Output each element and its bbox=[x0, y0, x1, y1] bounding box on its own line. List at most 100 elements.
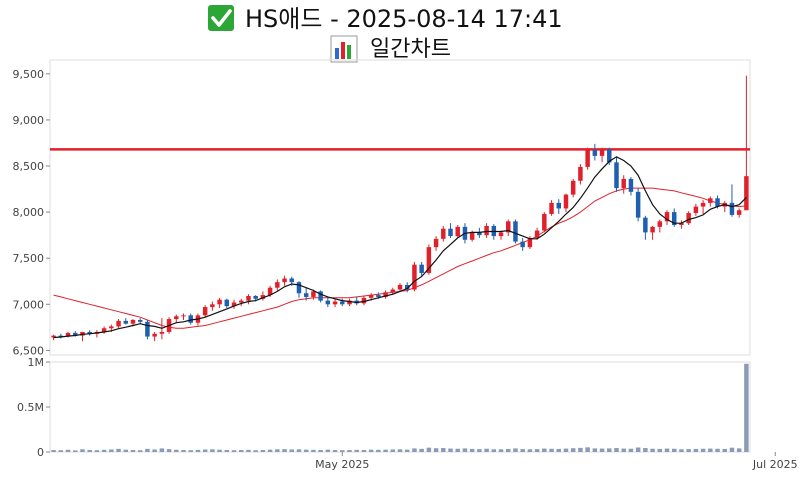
candle-body bbox=[318, 291, 323, 301]
volume-bar bbox=[686, 449, 691, 452]
volume-bar bbox=[498, 449, 504, 452]
volume-bar bbox=[347, 450, 352, 452]
candle-body bbox=[599, 149, 605, 156]
candle-body bbox=[542, 213, 547, 231]
volume-bar bbox=[621, 448, 626, 452]
price-tick-label: 7,500 bbox=[13, 252, 45, 265]
volume-bar bbox=[513, 448, 518, 452]
volume-bar bbox=[174, 449, 179, 452]
volume-bar bbox=[729, 447, 735, 452]
candle-body bbox=[513, 221, 518, 242]
price-tick-label: 6,500 bbox=[13, 344, 45, 357]
candle-body bbox=[397, 284, 403, 290]
volume-bar bbox=[469, 448, 475, 452]
volume-bar bbox=[628, 448, 634, 452]
candle-body bbox=[65, 332, 71, 337]
candle-body bbox=[700, 202, 706, 207]
volume-bar bbox=[354, 449, 359, 452]
candle-body bbox=[448, 228, 453, 237]
volume-tick-label: 1M bbox=[28, 356, 45, 369]
price-tick-label: 7,000 bbox=[13, 298, 45, 311]
volume-bar bbox=[65, 449, 71, 452]
candle-body bbox=[657, 221, 663, 227]
volume-bar bbox=[383, 449, 388, 452]
ma-short-line bbox=[53, 156, 747, 339]
volume-bar bbox=[246, 449, 251, 452]
volume-bar bbox=[267, 449, 273, 452]
candle-body bbox=[152, 333, 157, 337]
volume-bar bbox=[181, 450, 186, 452]
candle-body bbox=[419, 264, 424, 273]
volume-bar bbox=[231, 450, 237, 452]
volume-bar bbox=[491, 449, 497, 452]
volume-bar bbox=[275, 449, 280, 452]
candle-body bbox=[282, 278, 287, 283]
volume-bar bbox=[58, 450, 64, 452]
volume-bar bbox=[73, 450, 78, 452]
candles bbox=[51, 75, 749, 342]
candle-body bbox=[246, 296, 251, 301]
candle-body bbox=[585, 150, 590, 167]
candle-body bbox=[340, 301, 345, 305]
candle-body bbox=[708, 198, 713, 203]
volume-bars bbox=[51, 363, 749, 452]
volume-bar bbox=[542, 448, 547, 452]
volume-bar bbox=[253, 450, 258, 452]
volume-bar bbox=[570, 448, 576, 452]
volume-bar bbox=[101, 449, 107, 452]
volume-bar bbox=[340, 450, 345, 452]
volume-bar bbox=[477, 449, 482, 452]
candle-body bbox=[621, 178, 626, 189]
volume-bar bbox=[585, 447, 590, 452]
candle-body bbox=[570, 180, 576, 195]
candle-body bbox=[715, 198, 720, 207]
candle-body bbox=[635, 191, 641, 218]
volume-bar bbox=[404, 449, 410, 452]
volume-bar bbox=[643, 448, 648, 452]
volume-bar bbox=[650, 448, 655, 452]
x-axis: May 2025 Jul 2025 bbox=[315, 452, 798, 471]
candle-body bbox=[549, 202, 554, 214]
volume-bar bbox=[679, 449, 684, 452]
volume-bar bbox=[217, 449, 222, 452]
volume-bar bbox=[94, 450, 100, 452]
candle-body bbox=[289, 278, 294, 283]
volume-bar bbox=[123, 449, 129, 452]
candle-body bbox=[650, 226, 655, 233]
candle-body bbox=[130, 319, 136, 324]
candle-body bbox=[693, 206, 699, 214]
volume-bar bbox=[412, 448, 417, 452]
candle-body bbox=[123, 320, 129, 324]
candle-body bbox=[679, 223, 684, 226]
volume-bar bbox=[426, 447, 432, 452]
volume-bar bbox=[159, 448, 165, 452]
candle-body bbox=[58, 335, 64, 337]
volume-axis: 0 0.5M 1M bbox=[17, 356, 50, 459]
volume-tick-label: 0.5M bbox=[17, 401, 44, 414]
volume-bar bbox=[80, 449, 85, 452]
volume-bar bbox=[671, 448, 677, 452]
volume-bar bbox=[592, 448, 598, 452]
volume-bar bbox=[260, 450, 266, 452]
volume-bar bbox=[433, 448, 439, 452]
candle-body bbox=[87, 331, 92, 334]
candle-body bbox=[628, 178, 634, 192]
candle-body bbox=[527, 237, 533, 248]
candle-body bbox=[520, 241, 525, 248]
volume-bar bbox=[311, 449, 316, 452]
volume-bar bbox=[397, 449, 403, 452]
volume-plot-area bbox=[49, 361, 751, 453]
candle-body bbox=[498, 232, 504, 237]
candle-body bbox=[325, 300, 331, 305]
candle-body bbox=[412, 264, 417, 290]
candle-body bbox=[260, 295, 266, 299]
candle-body bbox=[376, 295, 381, 297]
volume-bar bbox=[607, 448, 612, 452]
volume-bar bbox=[210, 449, 215, 452]
volume-bar bbox=[708, 448, 713, 452]
volume-bar bbox=[152, 449, 157, 452]
volume-bar bbox=[744, 363, 749, 452]
candle-body bbox=[332, 301, 338, 305]
volume-bar bbox=[303, 449, 309, 452]
